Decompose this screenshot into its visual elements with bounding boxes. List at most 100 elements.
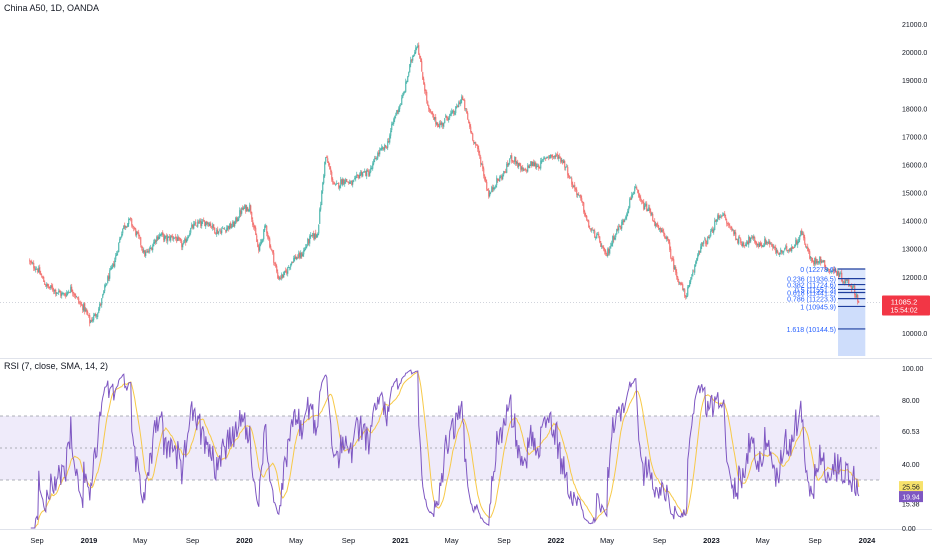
candle-body [791, 247, 793, 252]
candle-body [427, 101, 429, 106]
candle-body [350, 181, 352, 182]
candle-body [444, 118, 446, 124]
candle-body [208, 223, 210, 227]
candle-body [687, 287, 689, 296]
candle-body [151, 248, 153, 251]
candle-body [579, 195, 581, 196]
candle-body [546, 157, 548, 159]
candle-body [424, 84, 426, 91]
candle-body [229, 223, 231, 230]
candle-body [67, 291, 69, 293]
candle-body [708, 237, 710, 238]
candle-body [839, 274, 841, 277]
candle-body [264, 226, 266, 231]
candle-body [781, 250, 783, 253]
candle-body [826, 270, 828, 272]
time-axis-tick: May [444, 536, 458, 545]
candle-body [605, 250, 607, 255]
candle-body [697, 254, 699, 259]
candle-body [531, 161, 533, 166]
candle-body [535, 162, 537, 168]
candle-body [669, 242, 671, 250]
rsi-value: 19.94 [902, 495, 920, 502]
candle-body [730, 226, 732, 228]
candle-body [145, 251, 147, 256]
candle-body [131, 219, 133, 226]
candle-body [80, 303, 82, 305]
candle-body [610, 245, 612, 249]
candle-body [693, 271, 695, 273]
candle-body [222, 227, 224, 229]
candle-body [81, 304, 83, 306]
candle-body [294, 256, 296, 259]
candle-body [786, 246, 788, 251]
candle-body [568, 174, 570, 178]
candle-body [587, 220, 589, 221]
candle-body [292, 261, 294, 263]
candle-body [372, 163, 374, 169]
candle-body [54, 289, 56, 292]
candle-body [478, 148, 480, 154]
candle-body [477, 145, 479, 150]
candle-body [258, 246, 260, 251]
candle-body [92, 319, 94, 321]
candle-body [582, 201, 584, 203]
candle-body [232, 221, 234, 227]
candle-body [43, 277, 45, 282]
candle-body [644, 206, 646, 210]
candle-body [628, 207, 630, 211]
candle-body [191, 224, 193, 228]
candle-body [740, 238, 742, 243]
candle-body [518, 163, 520, 167]
candle-body [591, 230, 593, 231]
candle-body [726, 220, 728, 224]
candle-body [822, 260, 824, 263]
candle-body [219, 230, 221, 232]
candle-body [508, 163, 510, 166]
candle-body [778, 253, 780, 255]
candle-body [475, 142, 477, 146]
candle-body [38, 267, 40, 273]
candle-body [779, 253, 781, 255]
candle-body [794, 244, 796, 248]
candle-body [489, 192, 491, 197]
candle-body [283, 272, 285, 278]
candle-body [642, 201, 644, 203]
candle-body [408, 72, 410, 76]
candle-body [435, 117, 437, 125]
candle-body [150, 247, 152, 249]
candle-body [198, 221, 200, 223]
candle-body [76, 296, 78, 298]
candle-body [456, 106, 458, 108]
candle-body [720, 216, 722, 217]
candle-body [709, 236, 711, 238]
candle-body [422, 72, 424, 80]
candle-body [653, 221, 655, 222]
candle-body [575, 188, 577, 191]
candle-body [812, 260, 814, 262]
candle-body [670, 249, 672, 258]
candle-body [843, 282, 845, 283]
candle-body [523, 169, 525, 171]
candle-body [749, 236, 751, 242]
candle-body [484, 175, 486, 180]
candle-body [56, 292, 58, 294]
candle-body [323, 175, 325, 184]
candle-body [782, 251, 784, 253]
candle-body [825, 266, 827, 271]
candle-body [841, 272, 843, 282]
rsi-badge [899, 491, 923, 503]
candle-body [268, 237, 270, 239]
candle-body [239, 210, 241, 218]
candle-body [59, 290, 61, 293]
candle-body [648, 207, 650, 211]
candle-body [507, 163, 509, 166]
candle-body [160, 234, 162, 236]
candle-body [275, 263, 277, 267]
candle-body [712, 229, 714, 233]
candle-body [407, 76, 409, 82]
candle-body [721, 216, 723, 218]
candle-body [453, 110, 455, 114]
candle-body [190, 228, 192, 233]
